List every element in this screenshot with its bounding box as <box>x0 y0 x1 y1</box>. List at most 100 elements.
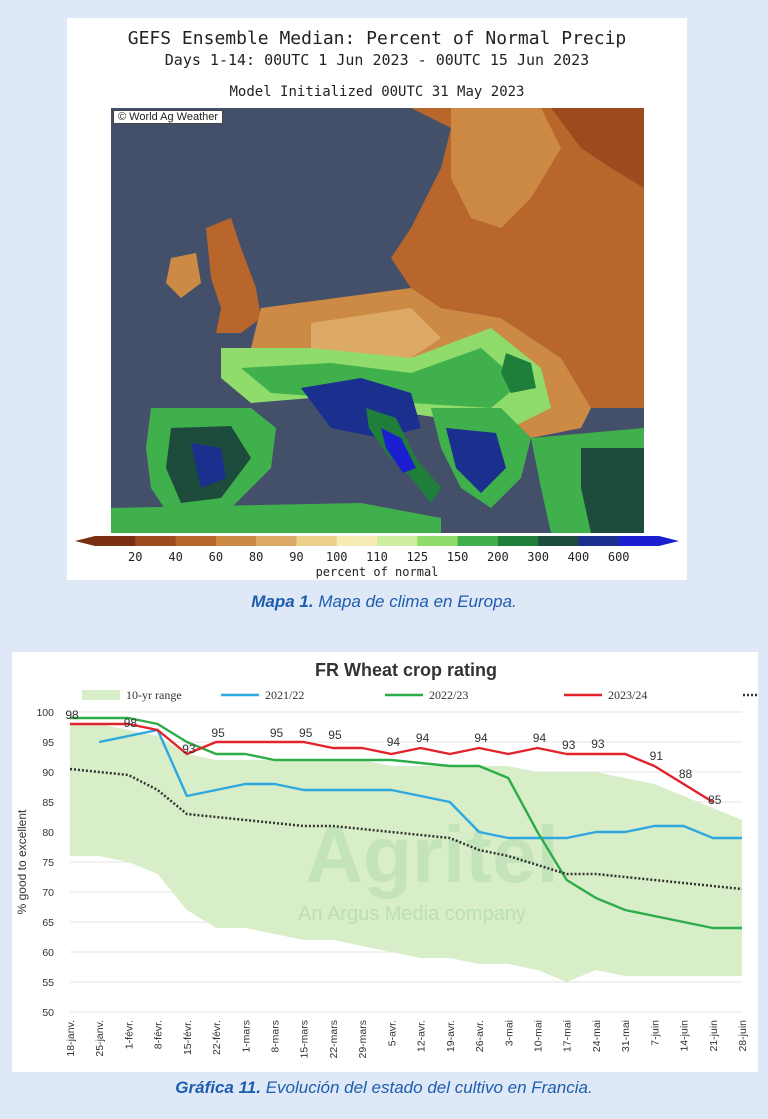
data-label: 98 <box>124 716 138 730</box>
x-tick-label: 22-févr. <box>211 1020 223 1055</box>
colorbar: 20 40 60 80 90 100 110 125 150 200 300 400 600 <box>75 536 679 564</box>
colorbar-swatch <box>618 536 660 546</box>
map-init-line: Model Initialized 00UTC 31 May 2023 <box>229 84 525 100</box>
y-tick-label: 55 <box>42 977 54 989</box>
x-tick-label: 1-mars <box>240 1020 252 1053</box>
colorbar-arrow-left <box>75 536 95 546</box>
colorbar-swatch <box>377 536 418 546</box>
legend-entry: 2022/23 <box>429 688 468 702</box>
colorbar-swatch <box>538 536 579 546</box>
x-tick-label: 5-avr. <box>386 1020 398 1046</box>
colorbar-swatch <box>497 536 539 546</box>
colorbar-arrow-right <box>659 536 679 546</box>
x-tick-label: 3-mai <box>503 1020 515 1046</box>
chart-caption: Gráfica 11. Evolución del estado del cul… <box>0 1078 768 1098</box>
x-tick-label: 22-mars <box>328 1020 340 1059</box>
map-subtitle: Days 1-14: 00UTC 1 Jun 2023 - 00UTC 15 J… <box>164 51 590 69</box>
x-tick-label: 14-juin <box>679 1020 691 1052</box>
x-tick-label: 15-févr. <box>182 1020 194 1055</box>
data-label: 93 <box>591 737 605 751</box>
x-tick-label: 31-mai <box>620 1020 632 1052</box>
legend-swatch <box>82 690 120 700</box>
x-tick-label: 8-mars <box>270 1020 282 1053</box>
data-label: 94 <box>387 735 401 749</box>
data-label: 85 <box>708 793 722 807</box>
colorbar-tick-label: 80 <box>249 550 263 564</box>
data-label: 98 <box>65 708 79 722</box>
data-label: 94 <box>474 731 488 745</box>
chart-panel: FR Wheat crop rating 50 55 60 65 70 75 80 85 90 95… <box>12 652 758 1072</box>
colorbar-tick-label: 20 <box>128 550 142 564</box>
colorbar-tick-label: 400 <box>568 550 590 564</box>
colorbar-swatch <box>135 536 177 546</box>
colorbar-tick-label: 110 <box>366 550 388 564</box>
colorbar-tick-label: 90 <box>289 550 303 564</box>
map-caption-text: Mapa de clima en Europa. <box>313 592 517 611</box>
legend-entry: 2021/22 <box>265 688 304 702</box>
chart-caption-bold: Gráfica 11. <box>175 1078 261 1097</box>
colorbar-swatch <box>457 536 499 546</box>
y-tick-label: 85 <box>42 797 54 809</box>
colorbar-swatch <box>417 536 459 546</box>
data-label: 91 <box>650 749 664 763</box>
x-tick-label: 12-avr. <box>416 1020 428 1052</box>
chart-title: FR Wheat crop rating <box>315 660 497 680</box>
data-label: 94 <box>533 731 547 745</box>
data-label: 88 <box>679 767 693 781</box>
x-tick-label: 19-avr. <box>445 1020 457 1052</box>
y-tick-label: 90 <box>42 767 54 779</box>
legend-entry: 10-yr range <box>126 688 182 702</box>
y-tick-label: 60 <box>42 947 54 959</box>
europe-precip-map: © World Ag Weather <box>111 108 644 533</box>
data-label: 95 <box>211 726 225 740</box>
series-line-2023/24 <box>70 722 714 804</box>
colorbar-tick-label: 40 <box>168 550 182 564</box>
watermark-logo: Agritel <box>305 810 558 899</box>
y-tick-label: 95 <box>42 737 54 749</box>
series-line-5-yr avg <box>69 767 743 891</box>
colorbar-swatch <box>578 536 620 546</box>
x-tick-label: 25-janv. <box>94 1020 106 1057</box>
colorbar-label: percent of normal <box>315 565 439 579</box>
wheat-rating-chart: FR Wheat crop rating 50 55 60 65 70 75 80 85 90 95… <box>15 660 758 1059</box>
colorbar-tick-label: 100 <box>326 550 348 564</box>
y-tick-label: 65 <box>42 917 54 929</box>
map-graphic <box>111 108 644 533</box>
chart-caption-text: Evolución del estado del cultivo en Fran… <box>260 1078 593 1097</box>
data-label: 95 <box>299 726 313 740</box>
colorbar-swatch <box>175 536 217 546</box>
map-panel: GEFS Ensemble Median: Percent of Normal … <box>67 18 687 580</box>
series-line-2022/23 <box>70 716 742 930</box>
x-tick-label: 24-mai <box>591 1020 603 1052</box>
x-tick-label: 21-juin <box>708 1020 720 1052</box>
x-tick-label: 15-mars <box>299 1020 311 1059</box>
y-tick-label: 80 <box>42 827 54 839</box>
x-tick-label: 1-févr. <box>123 1020 135 1049</box>
data-label: 94 <box>416 731 430 745</box>
x-tick-label: 8-févr. <box>153 1020 165 1049</box>
colorbar-tick-label: 60 <box>209 550 223 564</box>
colorbar-swatch <box>296 536 338 546</box>
colorbar-tick-label: 300 <box>527 550 549 564</box>
x-tick-label: 10-mai <box>532 1020 544 1052</box>
data-label: 93 <box>562 738 576 752</box>
map-caption-bold: Mapa 1. <box>251 592 314 611</box>
colorbar-swatch <box>336 536 378 546</box>
x-tick-label: 18-janv. <box>65 1020 77 1057</box>
colorbar-swatch <box>95 536 136 546</box>
colorbar-tick-label: 125 <box>406 550 428 564</box>
series-line-2021/22 <box>98 728 742 840</box>
colorbar-tick-label: 600 <box>608 550 630 564</box>
colorbar-swatch <box>256 536 297 546</box>
colorbar-tick-label: 200 <box>487 550 509 564</box>
map-credit: © World Ag Weather <box>113 110 224 124</box>
watermark-tagline: An Argus Media company <box>298 903 526 925</box>
x-tick-label: 26-avr. <box>474 1020 486 1052</box>
range-band <box>70 724 742 982</box>
data-label: 93 <box>182 742 196 756</box>
map-title: GEFS Ensemble Median: Percent of Normal … <box>127 28 627 49</box>
map-caption: Mapa 1. Mapa de clima en Europa. <box>0 592 768 612</box>
colorbar-swatch <box>215 536 257 546</box>
x-tick-label: 7-juin <box>649 1020 661 1046</box>
x-tick-label: 17-mai <box>562 1020 574 1052</box>
